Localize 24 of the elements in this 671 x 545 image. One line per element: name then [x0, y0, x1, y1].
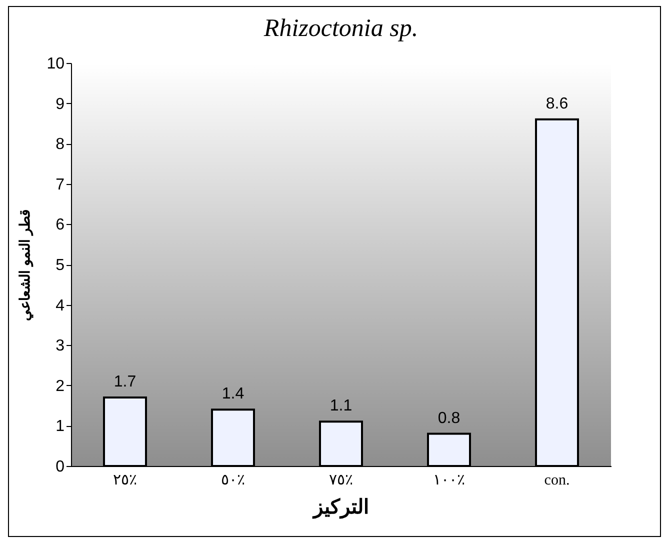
x-tick-label: ١٠٠٪: [433, 472, 465, 488]
x-tick-label: ٧٥٪: [329, 472, 353, 488]
data-label: 0.8: [438, 410, 460, 427]
y-tick-label: 1: [56, 418, 65, 436]
y-tick-label: 3: [56, 338, 65, 355]
y-tick-label: 6: [56, 216, 65, 234]
y-axis-title: قطر النمو الشعاعي: [16, 209, 34, 321]
y-tick-label: 10: [46, 56, 65, 72]
y-tick-label: 5: [56, 257, 65, 274]
y-tick-label: 4: [56, 297, 65, 314]
y-tick-label: 8: [56, 136, 65, 154]
x-tick-label: con.: [544, 472, 570, 488]
chart-title: Rhizoctonia sp.: [262, 15, 418, 42]
y-tick-label: 0: [56, 458, 65, 476]
x-tick-label: ٥٠٪: [221, 472, 245, 488]
y-tick-label: 9: [56, 96, 65, 113]
y-tick-label: 7: [56, 176, 65, 194]
data-label: 1.4: [222, 386, 244, 403]
data-label: 8.6: [546, 95, 568, 112]
x-axis-title: التركيز: [312, 496, 370, 520]
data-label: 1.7: [114, 373, 136, 390]
x-tick-label: ٢٥٪: [113, 472, 137, 488]
data-label: 1.1: [330, 398, 352, 415]
y-tick-label: 2: [56, 378, 65, 395]
